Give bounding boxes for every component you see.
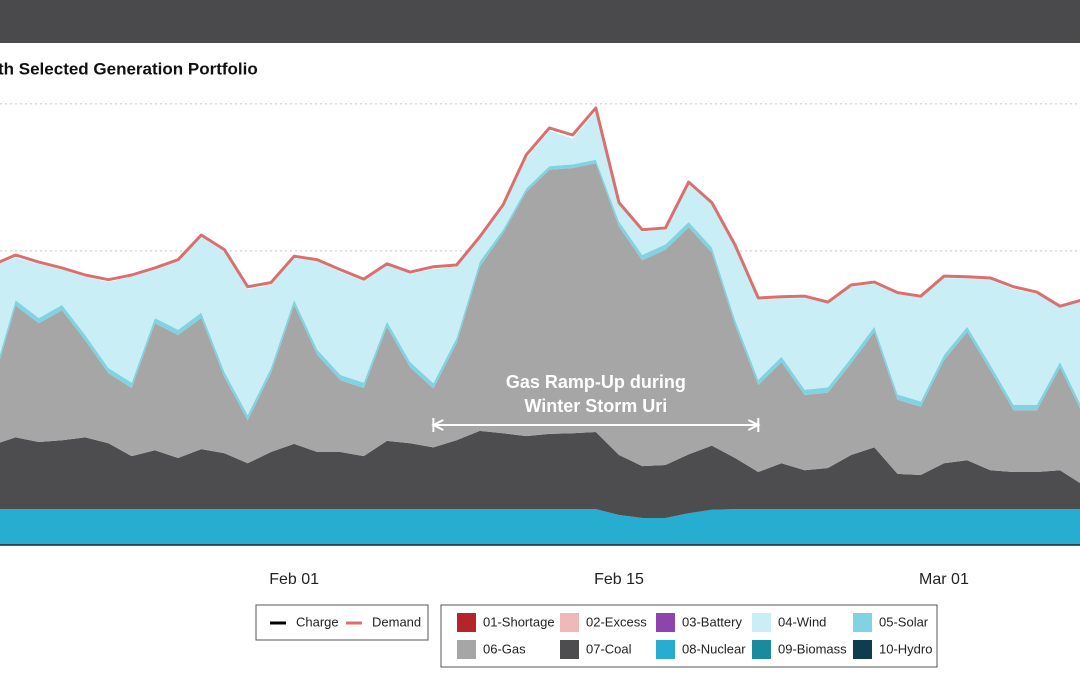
legend-swatch <box>560 613 579 632</box>
legend-swatch <box>853 640 872 659</box>
header-bar <box>0 0 1080 43</box>
x-tick-label: Feb 15 <box>594 571 644 588</box>
area-series <box>0 509 1080 545</box>
x-tick-label: Feb 01 <box>269 571 319 588</box>
legend-label: 01-Shortage <box>483 614 555 629</box>
demand-line <box>0 106 1080 308</box>
legend-swatch <box>656 613 675 632</box>
legend-label: Charge <box>296 614 339 629</box>
legend-label: 10-Hydro <box>879 641 932 656</box>
legend-label: 04-Wind <box>778 614 826 629</box>
area-series <box>0 163 1080 483</box>
plot-area: Feb 01 Feb 15 Mar 01 Gas Ramp-Up during Wint… <box>0 103 1080 588</box>
legend-swatch <box>457 640 476 659</box>
legend-label: 02-Excess <box>586 614 647 629</box>
legend-swatch <box>853 613 872 632</box>
legend-swatch <box>752 640 771 659</box>
legend: Charge Demand 01-Shortage 02-Excess 03-Batte… <box>270 613 932 659</box>
legend-swatch <box>656 640 675 659</box>
chart-title: th Selected Generation Portfolio <box>0 59 258 78</box>
legend-swatch <box>752 613 771 632</box>
legend-swatch <box>457 613 476 632</box>
legend-label: 07-Coal <box>586 641 632 656</box>
legend-swatch <box>560 640 579 659</box>
x-tick-label: Mar 01 <box>919 571 969 588</box>
annotation-text: Winter Storm Uri <box>524 396 667 416</box>
annotation-text: Gas Ramp-Up during <box>506 372 686 392</box>
legend-label: 03-Battery <box>682 614 742 629</box>
legend-label: 06-Gas <box>483 641 526 656</box>
legend-label: 08-Nuclear <box>682 641 746 656</box>
area-series <box>0 111 1080 415</box>
area-series <box>0 430 1080 518</box>
legend-label: Demand <box>372 614 421 629</box>
legend-label: 09-Biomass <box>778 641 847 656</box>
legend-label: 05-Solar <box>879 614 929 629</box>
